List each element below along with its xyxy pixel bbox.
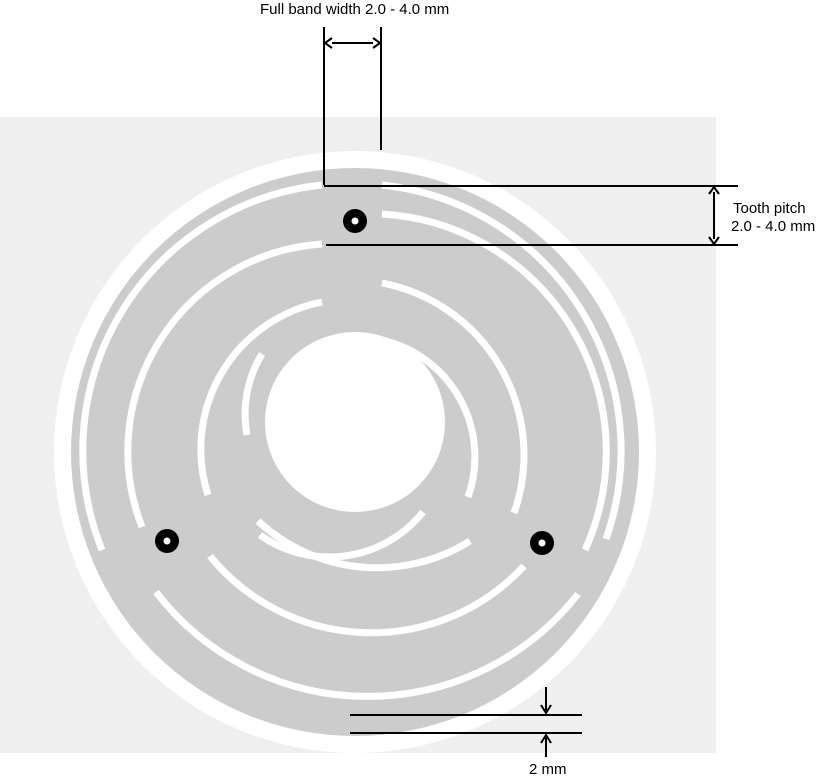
- slot-arc: [153, 589, 581, 700]
- mounting-hole: [343, 209, 367, 233]
- slot-arc: [197, 298, 323, 497]
- band-width-label: Full band width 2.0 - 4.0 mm: [260, 1, 449, 18]
- band-width-dimension: [323, 27, 382, 185]
- slot-arc: [381, 279, 528, 515]
- tooth-pitch-dimension: [324, 185, 738, 246]
- slot-arc: [207, 553, 527, 637]
- mounting-hole: [530, 531, 554, 555]
- slot-arc: [381, 181, 625, 541]
- comb-slots: [79, 181, 625, 700]
- mounting-hole: [155, 529, 179, 553]
- slot-arc: [79, 181, 323, 552]
- slot-arc: [381, 210, 610, 552]
- slot-arc: [255, 518, 472, 572]
- margin-dimension: [350, 687, 582, 757]
- margin-label: 2 mm: [529, 761, 567, 776]
- tooth-pitch-range: 2.0 - 4.0 mm: [731, 218, 815, 235]
- slot-arc: [124, 240, 323, 529]
- center-hole: [265, 332, 445, 512]
- tooth-pitch-title: Tooth pitch: [733, 200, 806, 217]
- slot-arc: [241, 352, 266, 436]
- slot-arc: [257, 509, 426, 561]
